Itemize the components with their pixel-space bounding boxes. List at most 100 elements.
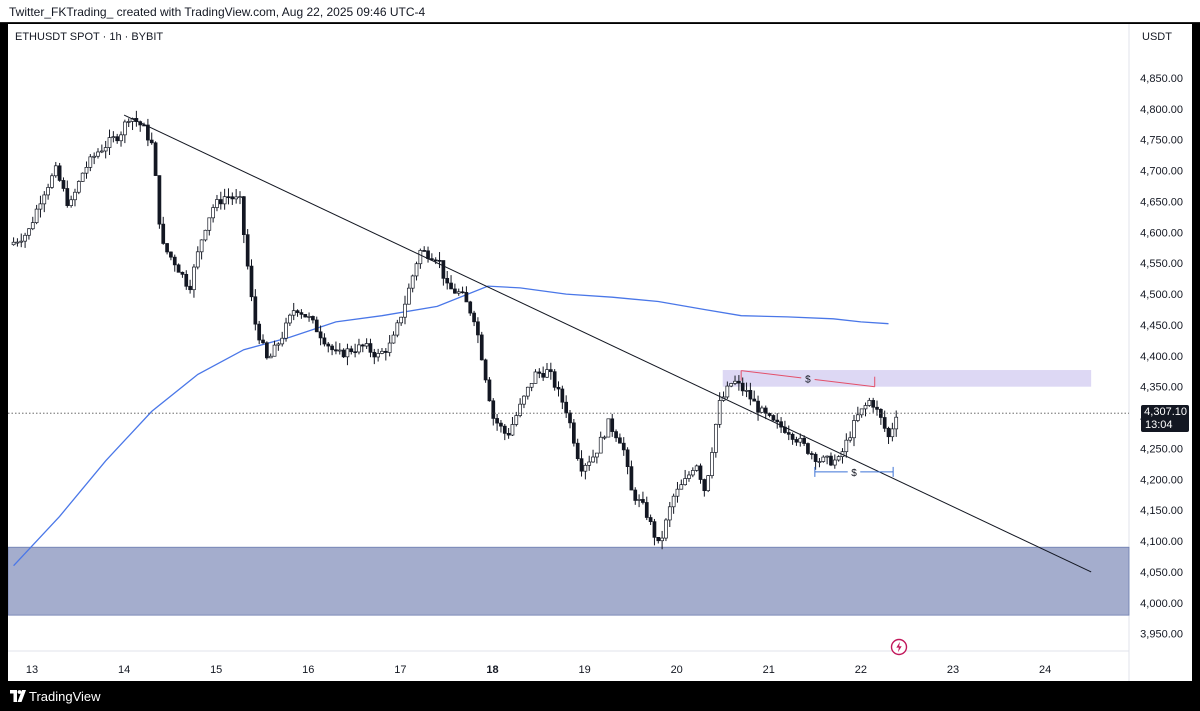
candle [360, 344, 365, 347]
candle [514, 415, 519, 425]
candle [629, 466, 634, 491]
candle [257, 323, 262, 341]
candle [836, 456, 841, 461]
candle [499, 422, 503, 427]
candle [453, 288, 457, 294]
price-chart[interactable]: $$ 4,850.004,800.004,750.004,700.004,650… [8, 24, 1192, 681]
candle [11, 241, 16, 246]
candle [664, 519, 668, 539]
lightning-icon[interactable] [890, 638, 908, 656]
time-tick-label: 20 [671, 664, 683, 676]
candle [376, 353, 380, 358]
candle [694, 465, 699, 471]
candle [798, 437, 803, 443]
demand-zone [8, 546, 1130, 616]
candle [311, 316, 315, 321]
candle [307, 316, 311, 318]
candle [890, 428, 895, 438]
candle [161, 223, 166, 244]
candle [641, 499, 645, 503]
time-tick-label: 16 [302, 664, 314, 676]
candle [149, 139, 154, 144]
candle [683, 478, 687, 486]
price-tick-label: 4,550.00 [1140, 258, 1183, 270]
candle [241, 196, 246, 236]
price-tick-label: 4,450.00 [1140, 320, 1183, 332]
candle [96, 151, 100, 157]
candle [65, 188, 70, 206]
zones-layer [8, 370, 1130, 616]
candle [625, 449, 630, 467]
price-axis[interactable]: 4,850.00 4,800.00 4,750.00 4,700.00 4,650.00… [1140, 73, 1183, 641]
candle [410, 275, 415, 289]
candle [464, 292, 469, 303]
candle [195, 251, 200, 268]
price-tick-label: 4,000.00 [1140, 598, 1183, 610]
candle [510, 424, 515, 436]
candle [740, 382, 745, 392]
candle [875, 406, 879, 410]
candle [522, 395, 526, 405]
candle [852, 420, 856, 439]
candle [380, 350, 384, 354]
candle [395, 322, 400, 336]
candle [472, 312, 476, 323]
candle [763, 407, 768, 414]
candle [671, 495, 676, 508]
candle [268, 355, 273, 359]
time-tick-label: 15 [210, 664, 222, 676]
candle [483, 359, 488, 381]
candle [295, 310, 300, 313]
candle [564, 401, 569, 414]
candle [449, 282, 453, 290]
candle [188, 285, 192, 291]
candle [180, 271, 185, 275]
supply-zone [722, 370, 1092, 387]
candle [238, 196, 242, 198]
candle [172, 256, 177, 266]
candles-layer [11, 110, 899, 550]
price-tick-label: 4,700.00 [1140, 166, 1183, 178]
candle [426, 250, 430, 259]
drawings-layer[interactable]: $$ [8, 114, 1129, 573]
candle [809, 453, 814, 455]
price-tick-label: 3,950.00 [1140, 629, 1183, 641]
red-level-line [814, 378, 875, 388]
candle [832, 459, 837, 466]
candle [867, 400, 872, 406]
candle [391, 334, 396, 344]
candle [775, 419, 780, 423]
chart-area[interactable]: $ $ 4,850.00 4,800.00 4,750.00 4,700.00 4,650… [8, 24, 1192, 681]
candle [245, 234, 250, 267]
candle [687, 474, 691, 479]
candle [73, 191, 77, 201]
candle [123, 121, 127, 136]
candle [19, 240, 24, 243]
time-axis[interactable]: 13 14 15 16 17 18 19 20 21 22 23 24 [26, 664, 1051, 676]
candle [756, 400, 760, 413]
candle [184, 273, 189, 287]
candle [737, 380, 741, 384]
price-tick-label: 4,650.00 [1140, 196, 1183, 208]
price-tick-label: 4,050.00 [1140, 567, 1183, 579]
candle [372, 351, 377, 358]
candle [226, 196, 231, 199]
candle [525, 386, 530, 397]
candle [575, 442, 580, 460]
candle [591, 456, 595, 463]
candle [111, 136, 116, 139]
candle [414, 263, 419, 277]
candle [23, 234, 27, 242]
price-tick-label: 4,350.00 [1140, 382, 1183, 394]
candle [479, 334, 484, 361]
candle [99, 150, 104, 153]
candle [602, 436, 607, 439]
candle [92, 155, 97, 158]
candle [38, 203, 43, 210]
candle [433, 259, 438, 262]
blue-level-label: $ [851, 468, 857, 479]
candle [399, 316, 404, 324]
candle [272, 344, 277, 357]
symbol-legend[interactable]: ETHUSDT SPOT · 1h · BYBIT [15, 31, 164, 43]
time-tick-label: 14 [118, 664, 130, 676]
